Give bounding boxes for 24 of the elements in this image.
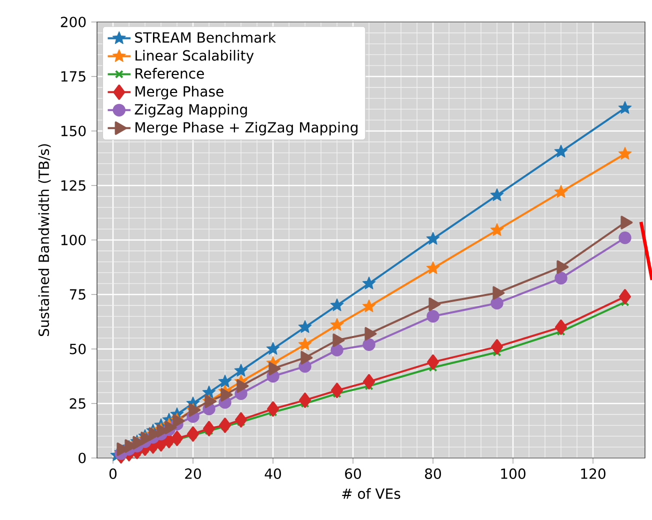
x-tick-label: 120 xyxy=(581,468,606,479)
x-tick-label: 0 xyxy=(109,468,117,479)
legend-label: STREAM Benchmark xyxy=(135,32,276,43)
x-tick-label: 60 xyxy=(345,468,361,479)
y-tick-label: 175 xyxy=(61,71,86,82)
legend-label: Linear Scalability xyxy=(136,50,254,64)
legend-label: Reference xyxy=(136,68,204,79)
x-tick-label: 20 xyxy=(185,468,201,479)
y-tick-label: 25 xyxy=(70,398,86,409)
y-tick-label: 125 xyxy=(61,180,86,191)
legend-label: Merge Phase + ZigZag Mapping xyxy=(136,122,358,136)
y-tick-label: 100 xyxy=(61,234,86,246)
legend-label: ZigZag Mapping xyxy=(134,104,247,118)
x-tick-label: 40 xyxy=(264,468,281,479)
x-tick-label: 100 xyxy=(501,468,526,479)
x-tick-label: 80 xyxy=(425,468,441,479)
y-tick-label: 150 xyxy=(61,126,86,136)
y-axis-title: Sustained Bandwidth (TB/s) xyxy=(38,144,51,336)
y-tick-label: 0 xyxy=(78,452,86,464)
y-tick-label: 50 xyxy=(70,344,86,354)
x-axis-title: # of VEs xyxy=(342,488,400,499)
legend-label: Merge Phase xyxy=(136,86,224,100)
y-tick-label: 200 xyxy=(60,16,86,28)
y-tick-label: 75 xyxy=(70,289,86,300)
